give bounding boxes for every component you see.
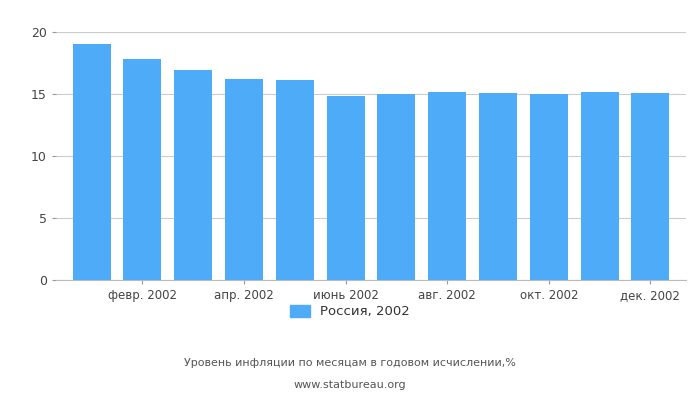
Bar: [631, 93, 669, 280]
Bar: [174, 70, 212, 280]
Bar: [580, 92, 619, 280]
Text: www.statbureau.org: www.statbureau.org: [294, 380, 406, 390]
Bar: [377, 94, 416, 280]
Bar: [428, 92, 466, 280]
Text: Уровень инфляции по месяцам в годовом исчислении,%: Уровень инфляции по месяцам в годовом ис…: [184, 358, 516, 368]
Bar: [326, 96, 365, 280]
Bar: [73, 44, 111, 280]
Bar: [123, 59, 162, 280]
Bar: [225, 79, 263, 280]
Legend: Россия, 2002: Россия, 2002: [285, 300, 415, 324]
Bar: [530, 94, 568, 280]
Bar: [276, 80, 314, 280]
Bar: [479, 93, 517, 280]
